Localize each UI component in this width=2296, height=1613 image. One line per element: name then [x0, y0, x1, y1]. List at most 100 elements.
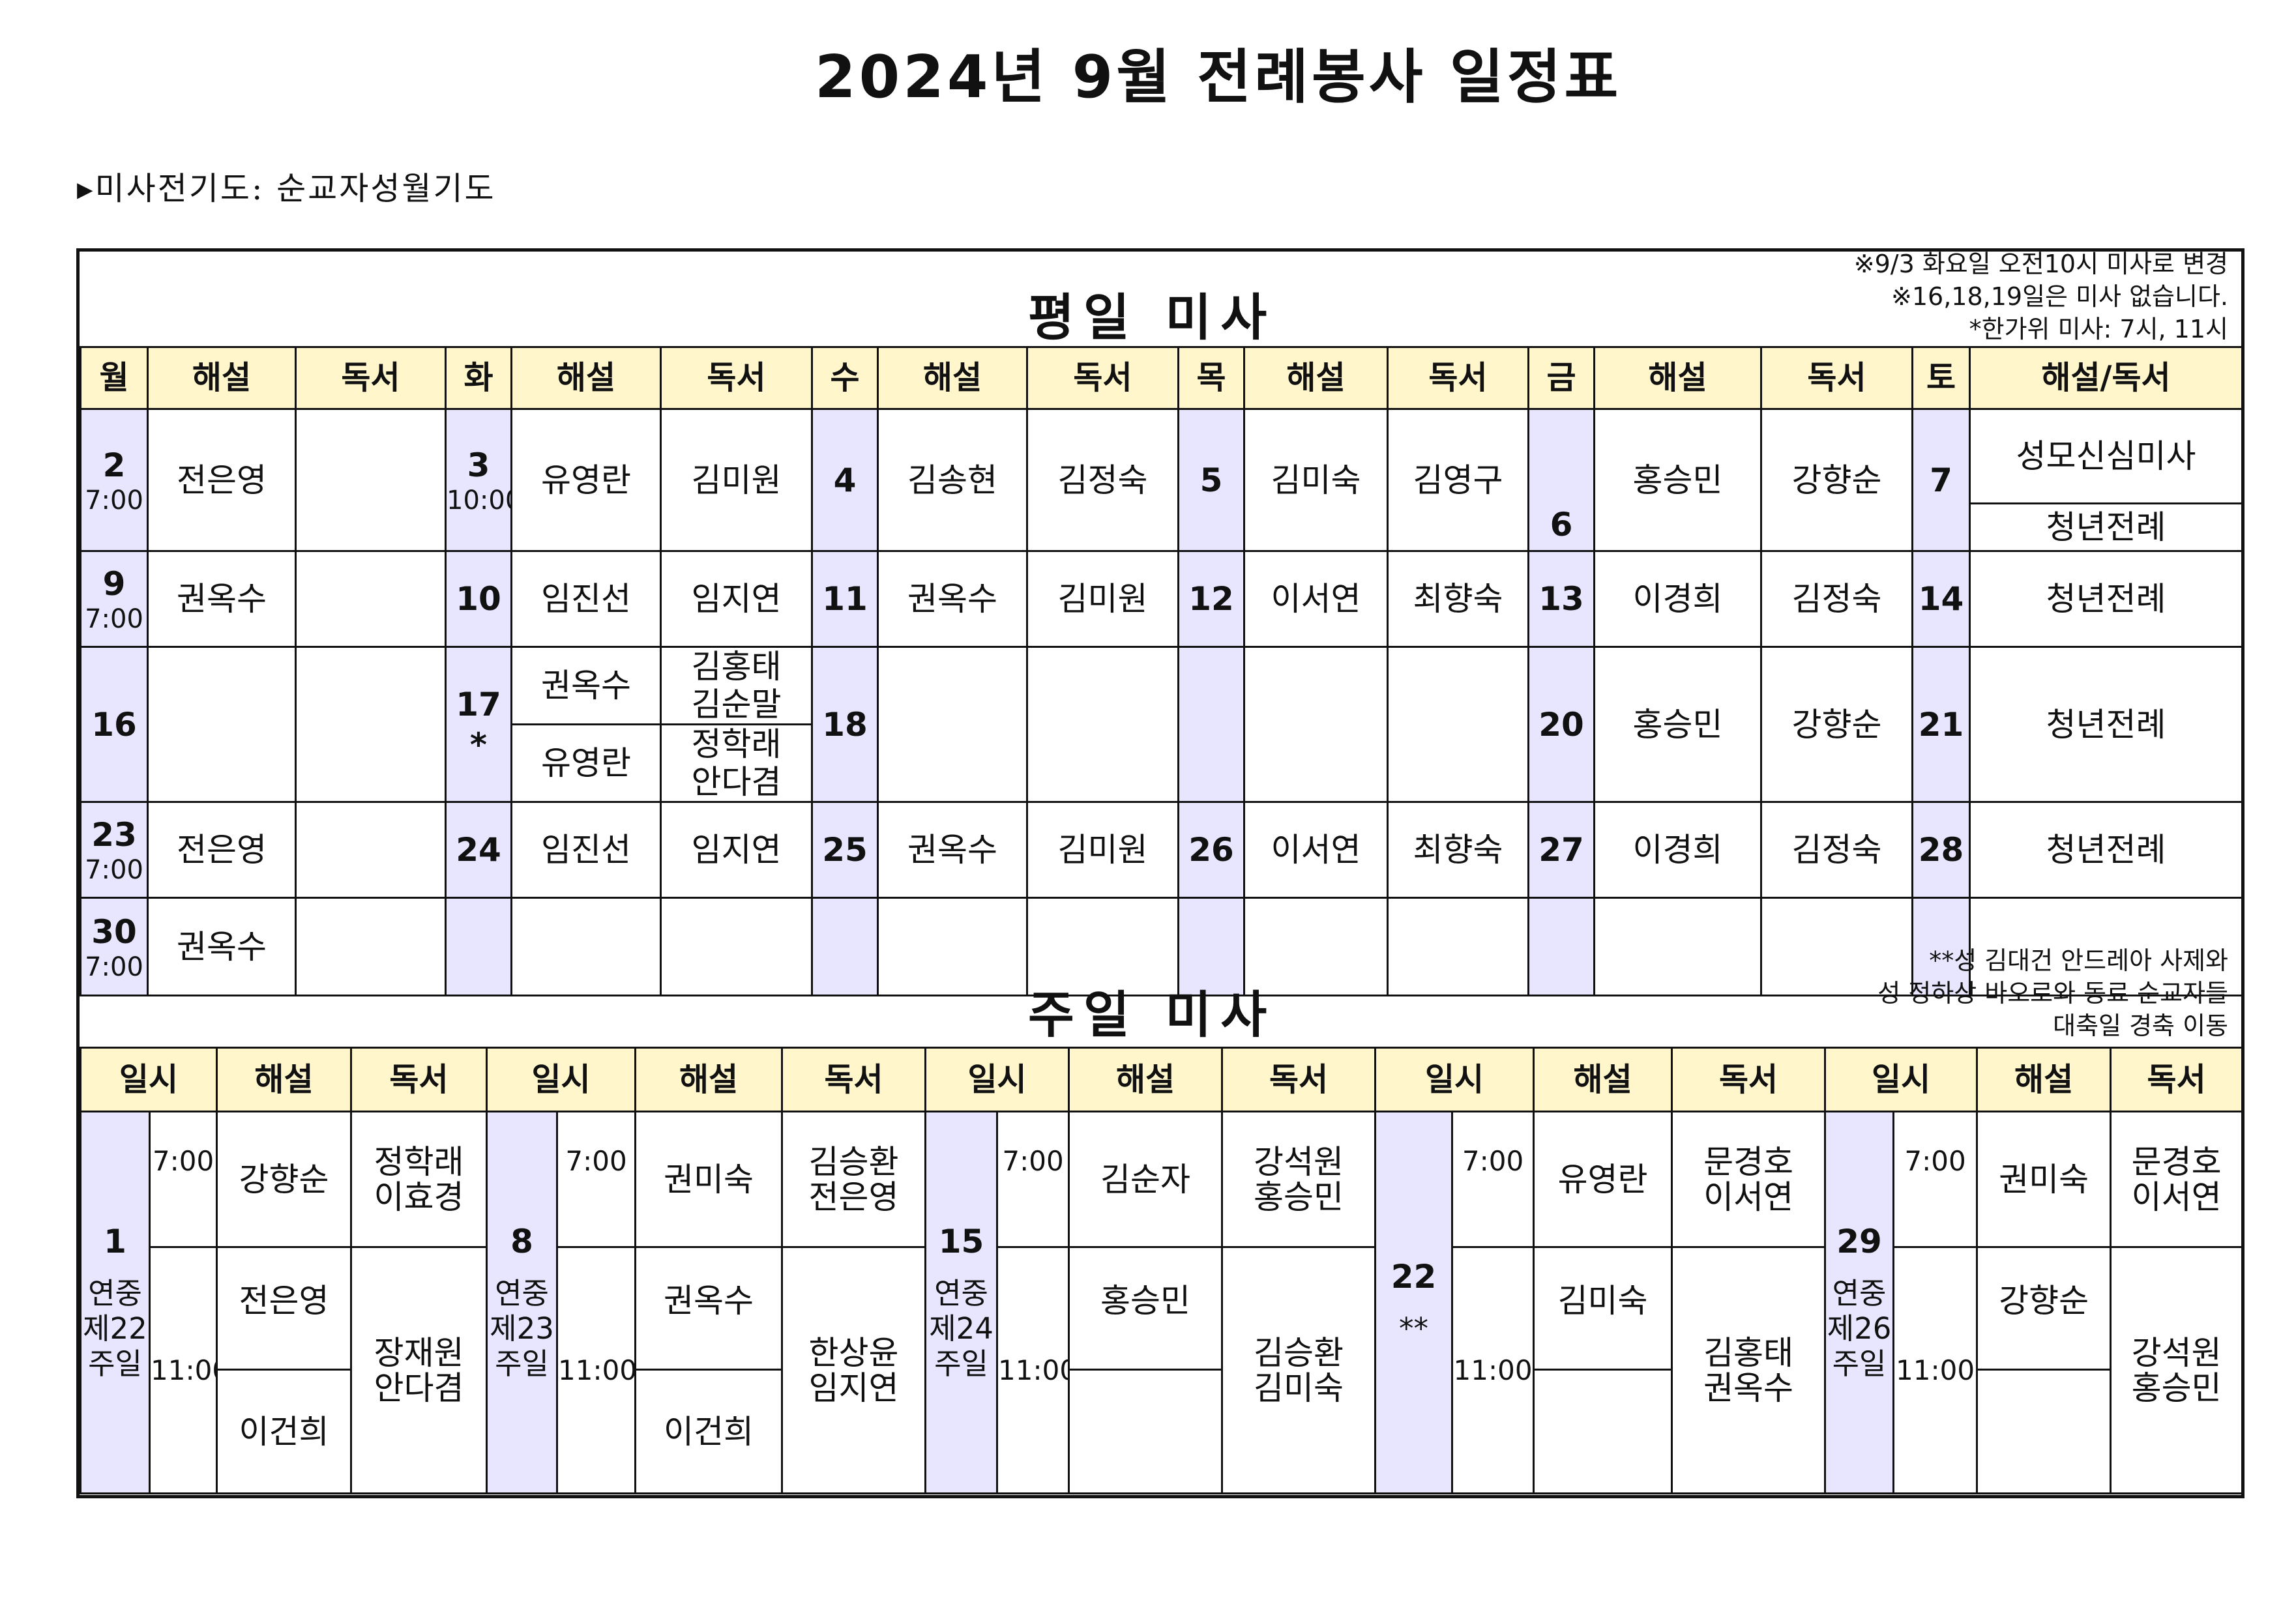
col-header: 해설	[634, 1047, 784, 1112]
day-cell	[1177, 646, 1245, 803]
col-header: 일시	[79, 1047, 218, 1112]
day-cell: 21	[1911, 646, 1971, 803]
day-cell: 10	[445, 550, 512, 648]
reader-cell: 김영구	[1387, 408, 1529, 552]
weekday-row: 9 7:00 권옥수 10 임진선 임지연 11 권옥수 김미원 12 이서연 최…	[80, 550, 2243, 648]
col-header: 해설/독서	[1969, 346, 2243, 410]
commentator-cell: 김미숙	[1533, 1246, 1673, 1371]
sunday-label: 연중	[1832, 1275, 1887, 1311]
reader-cell: 강석원 홍승민	[1221, 1111, 1377, 1248]
commentator-cell: 권옥수	[877, 550, 1028, 648]
commentator-cell: 전은영	[147, 408, 297, 552]
sunday-label: 주일	[1832, 1346, 1887, 1381]
commentator-cell: 김순자	[1068, 1111, 1224, 1248]
day-number: 9	[102, 565, 126, 603]
weekday-header-row: 월 해설 독서 화 해설 독서 수 해설 독서 목 해설 독서 금 해설 독서 …	[80, 346, 2243, 410]
reader-cell: 최향숙	[1387, 550, 1529, 648]
reader-name: 김승환	[1254, 1333, 1344, 1372]
mass-time: 7:00	[85, 604, 143, 634]
col-header: 월	[80, 346, 149, 410]
day-cell: 24	[445, 801, 512, 899]
day-cell: 9 7:00	[80, 550, 149, 648]
sunday-label: 제24	[929, 1311, 993, 1346]
commentator-cell: 임진선	[510, 801, 662, 899]
sunday-date-cell: 22 **	[1374, 1111, 1454, 1494]
day-number: 22	[1391, 1257, 1437, 1296]
reader-name: 안다겸	[374, 1369, 464, 1407]
commentator-cell: 유영란	[510, 723, 662, 803]
reader-name: 홍승민	[1254, 1178, 1344, 1216]
reader-name: 안다겸	[691, 763, 782, 801]
reader-cell: 정학래 안다겸	[660, 723, 813, 803]
commentator-cell: 강향순	[1976, 1246, 2112, 1371]
sunday-label: 제26	[1827, 1311, 1892, 1346]
commentator-cell: 홍승민	[1068, 1246, 1224, 1371]
col-header: 해설	[1243, 346, 1389, 410]
reader-cell: 문경호 이서연	[2110, 1111, 2244, 1248]
sunday-label: 제22	[83, 1311, 147, 1346]
reader-cell: 김홍태 권옥수	[1671, 1246, 1827, 1494]
commentator-cell: 강향순	[216, 1111, 353, 1248]
commentator-cell: 권옥수	[877, 801, 1028, 899]
col-header: 독서	[1671, 1047, 1827, 1112]
reader-cell	[295, 646, 447, 803]
commentator-cell: 이건희	[634, 1369, 784, 1494]
reader-cell: 문경호 이서연	[1671, 1111, 1827, 1248]
sunday-note: 성 정하상 바오로와 동료 순교자들	[1877, 979, 2228, 1008]
day-cell: 2 7:00	[80, 408, 149, 552]
saturday-cell: 청년전례	[1969, 502, 2243, 552]
col-header: 독서	[1387, 346, 1529, 410]
holiday-mark: *	[469, 725, 488, 764]
commentator-cell: 김송현	[877, 408, 1028, 552]
weekday-note: ※9/3 화요일 오전10시 미사로 변경	[1853, 250, 2228, 278]
reader-cell: 한상윤 임지연	[781, 1246, 927, 1494]
day-number: 2	[102, 446, 126, 484]
commentator-cell: 유영란	[510, 408, 662, 552]
sunday-label: **	[1399, 1311, 1429, 1346]
commentator-cell: 유영란	[1533, 1111, 1673, 1248]
schedule-frame: 평일 미사 ※9/3 화요일 오전10시 미사로 변경 ※16,18,19일은 …	[76, 248, 2244, 1498]
col-header: 일시	[486, 1047, 637, 1112]
sunday-label: 연중	[88, 1275, 142, 1311]
day-cell: 16	[80, 646, 149, 803]
day-cell	[1911, 897, 1971, 996]
sunday-label: 주일	[88, 1346, 142, 1381]
mass-time: 11:00	[996, 1246, 1070, 1494]
col-header: 일시	[1374, 1047, 1535, 1112]
sunday-date-cell: 1 연중 제22 주일	[80, 1111, 151, 1494]
commentator-cell: 이건희	[216, 1369, 353, 1494]
col-header: 해설	[1533, 1047, 1673, 1112]
col-header: 해설	[1068, 1047, 1224, 1112]
reader-name: 강석원	[2131, 1333, 2222, 1372]
sunday-label: 연중	[934, 1275, 988, 1311]
day-cell: 11	[811, 550, 879, 648]
reader-cell: 강향순	[1760, 646, 1913, 803]
reader-cell: 김승환 김미숙	[1221, 1246, 1377, 1494]
saturday-cell: 청년전례	[1969, 646, 2243, 803]
mass-time: 11:00	[1451, 1246, 1535, 1494]
day-number: 23	[91, 816, 137, 854]
reader-name: 문경호	[1703, 1142, 1794, 1181]
sunday-label: 주일	[495, 1346, 549, 1381]
reader-name: 임지연	[808, 1369, 899, 1407]
day-number: 15	[938, 1222, 984, 1260]
commentator-cell: 전은영	[216, 1246, 353, 1371]
reader-name: 정학래	[691, 725, 782, 764]
reader-name: 권옥수	[1703, 1369, 1794, 1407]
reader-cell: 임지연	[660, 550, 813, 648]
commentator-cell: 전은영	[147, 801, 297, 899]
commentator-cell: 홍승민	[1593, 408, 1762, 552]
commentator-cell: 이경희	[1593, 801, 1762, 899]
col-header: 해설	[1976, 1047, 2112, 1112]
day-cell: 310:00	[445, 408, 512, 552]
reader-cell	[1387, 897, 1529, 996]
commentator-cell	[877, 646, 1028, 803]
reader-cell	[295, 408, 447, 552]
sunday-label: 연중	[495, 1275, 549, 1311]
mass-time: 11:00	[148, 1246, 218, 1494]
sunday-note: 대축일 경축 이동	[2053, 1011, 2228, 1040]
sunday-date-cell: 8 연중 제23 주일	[486, 1111, 559, 1494]
sunday-label: 주일	[934, 1346, 988, 1381]
commentator-cell: 이경희	[1593, 550, 1762, 648]
col-header: 토	[1911, 346, 1971, 410]
